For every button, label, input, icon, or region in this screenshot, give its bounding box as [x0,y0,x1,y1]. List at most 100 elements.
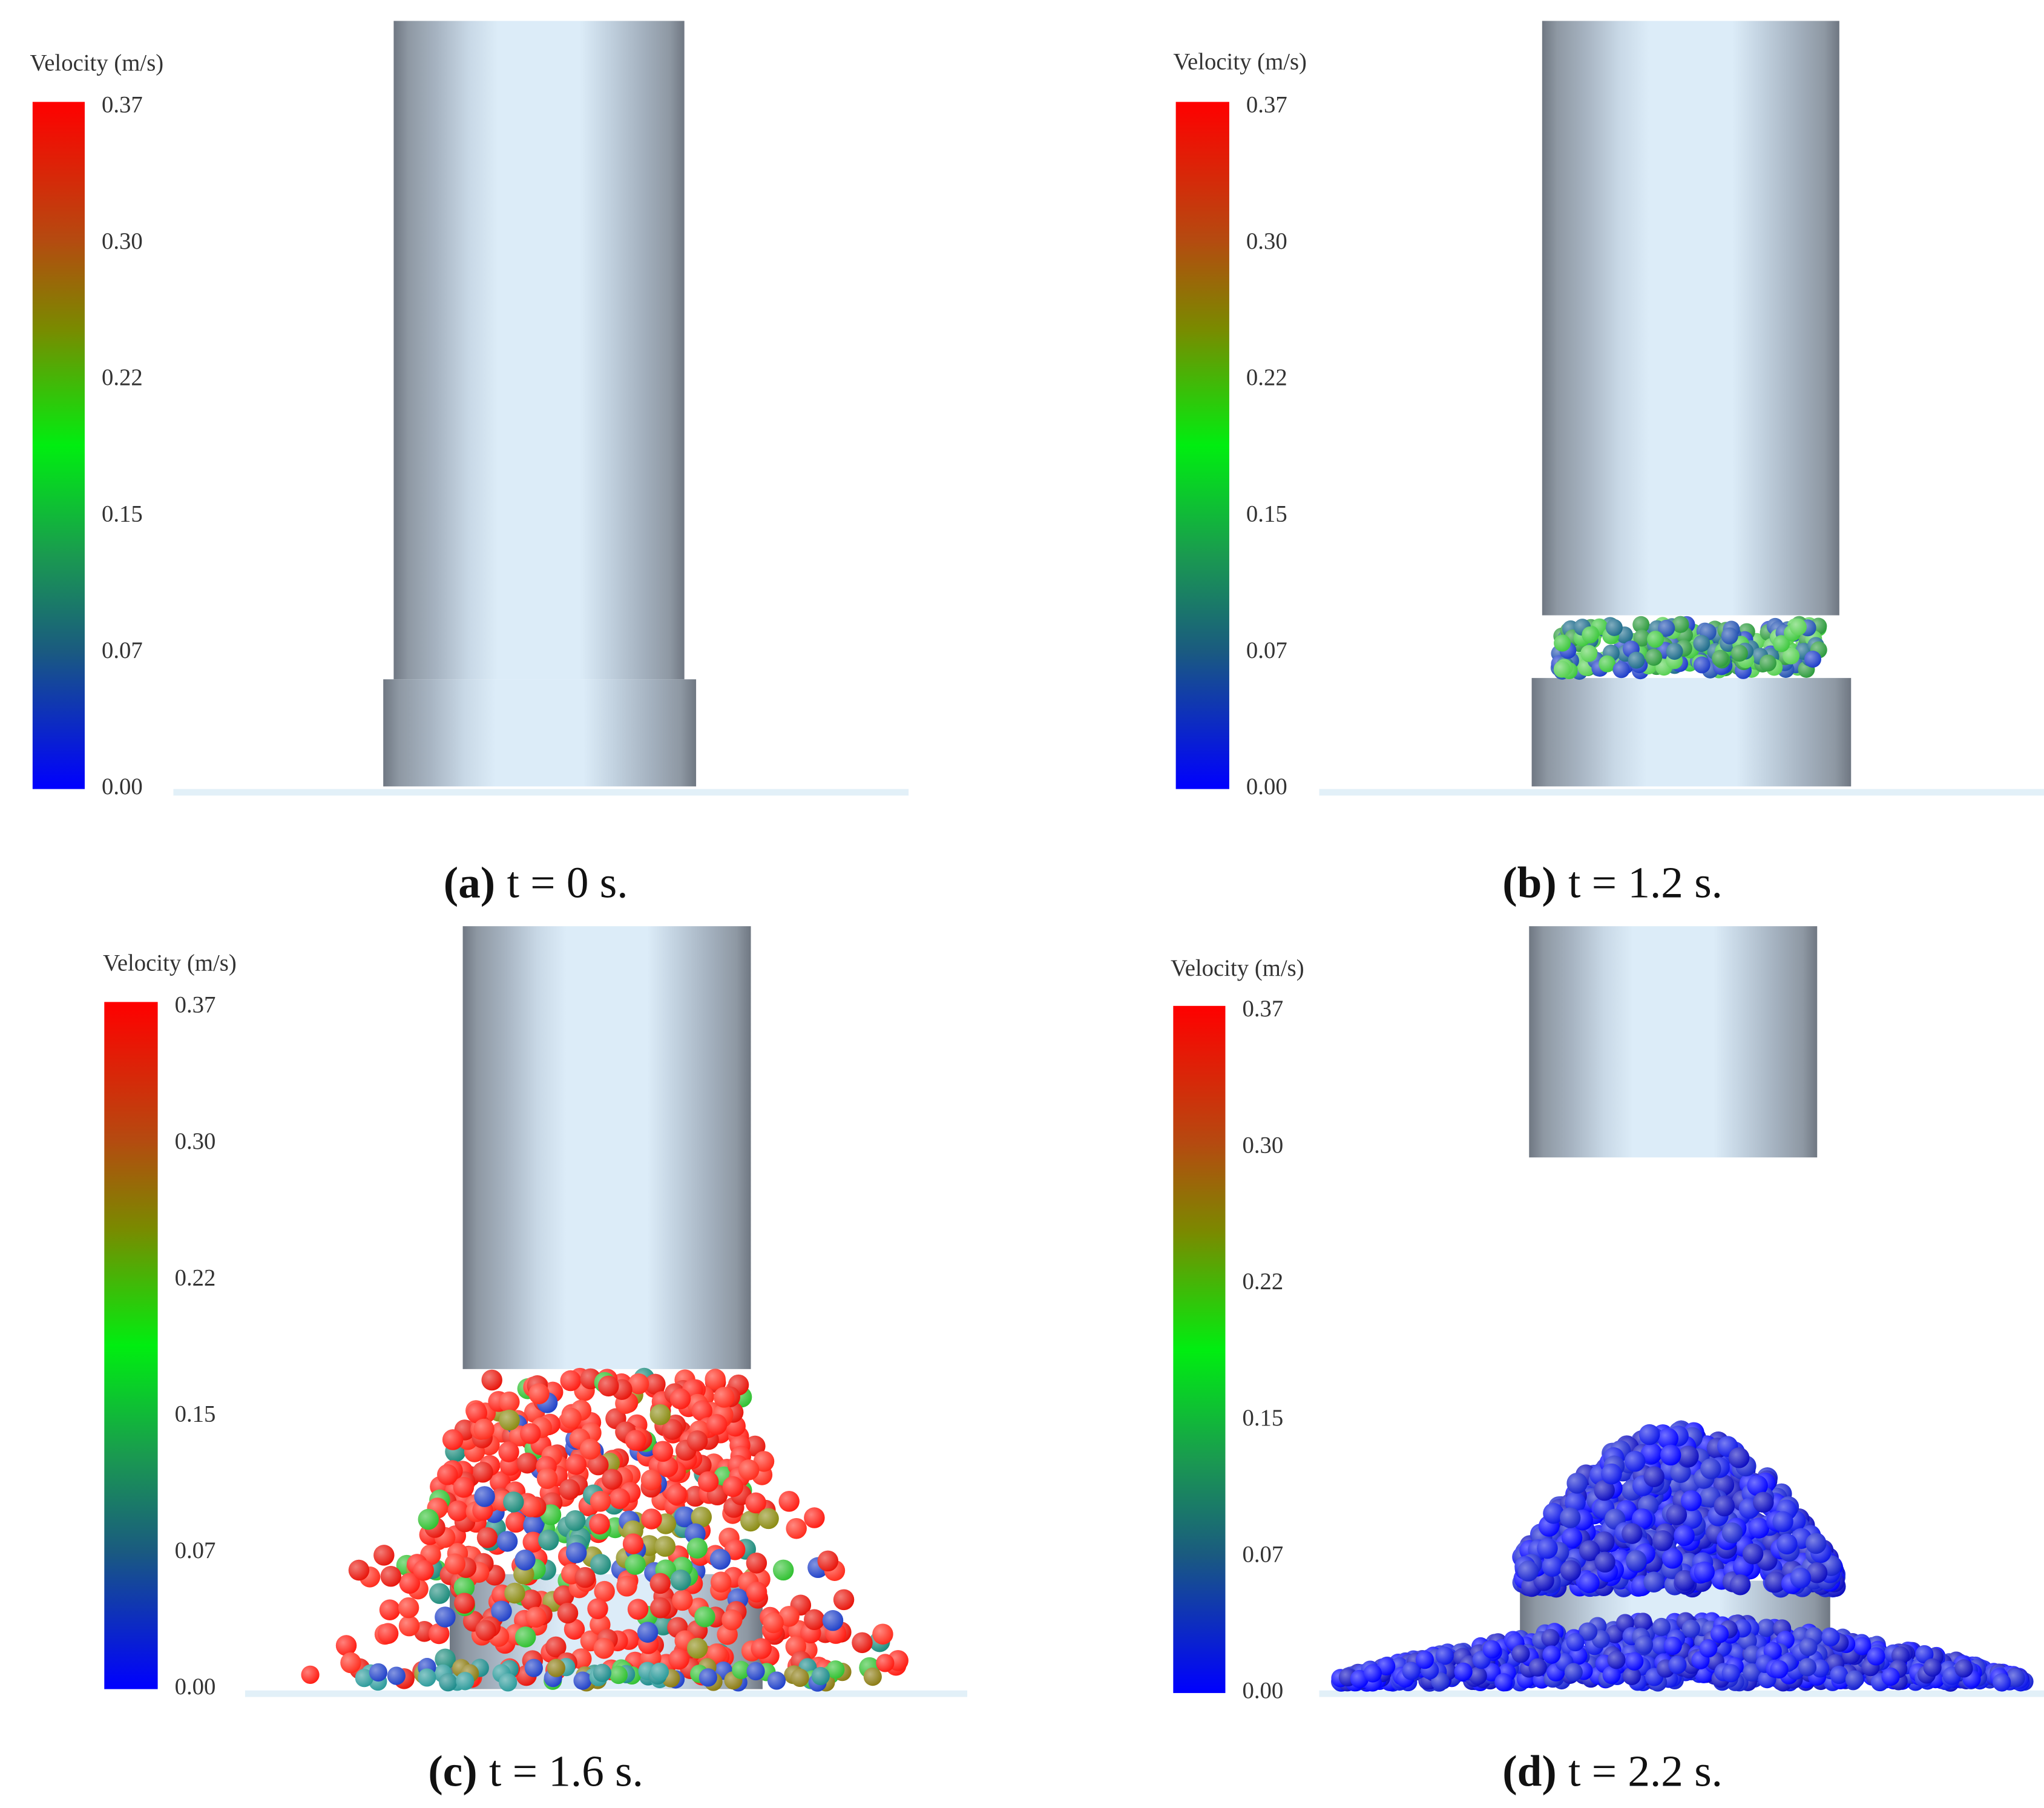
cylinder [383,679,697,787]
colorbar-tick-label: 0.00 [175,1674,216,1700]
particle-shine [1612,661,1630,679]
particle-shine [1652,1617,1671,1637]
particle-shine [456,1672,475,1691]
particle-shine [652,1441,674,1462]
particle-shine [474,1486,495,1507]
particle-shine [772,1559,794,1581]
legend-title: Velocity (m/s) [1171,955,1304,981]
particle-shine [1729,1574,1751,1596]
particle-shine [1663,1636,1682,1655]
particle-shine [1783,647,1800,665]
particle-shine [804,1507,825,1528]
particle-shine [833,1589,855,1611]
particle-shine [662,1419,683,1440]
particle-shine [751,1638,772,1659]
particle-shine [574,1566,596,1588]
particle-shine [521,1589,542,1611]
particle-shine [1773,635,1790,653]
cylinder [1531,678,1852,787]
particle-shine [786,1517,807,1539]
particle-shine [1542,1556,1563,1577]
particle-shine [674,1506,695,1528]
cylinder [1529,926,1818,1158]
particle-shine [1482,1640,1501,1659]
particle-shine [641,1508,662,1530]
particle-shine [1993,1673,2011,1692]
particle-shine [1721,1664,1740,1683]
particle-shine [1674,1525,1695,1547]
particle-shine [377,1623,399,1644]
particle-shine [625,1430,646,1451]
particle-shine [649,1404,671,1425]
particle-shine [490,1471,511,1493]
particle-shine [686,1430,708,1451]
colorbar-tick-label: 0.22 [1246,364,1287,390]
particle-shine [559,1479,580,1501]
colorbar-tick-label: 0.30 [1242,1132,1283,1158]
particle-shine [453,1577,475,1598]
panel: Velocity (m/s)0.370.300.220.150.070.00(a… [30,21,909,907]
particle-shine [1821,1628,1840,1647]
particle-shine [826,1660,845,1679]
floor [1319,1690,2044,1697]
caption-label: (b) [1502,858,1556,907]
particle-shine [1678,1445,1699,1467]
particle-shine [1881,1667,1900,1686]
particle-shine [1712,649,1729,667]
particle-shine [1647,631,1664,648]
particle-shine [1753,1491,1774,1513]
particle-shine [691,1400,713,1422]
particle-shine [1770,1660,1789,1679]
colorbar-tick-label: 0.07 [102,637,143,663]
particle-shine [666,1484,687,1505]
particle-shine [698,1668,717,1687]
particle-shine [516,1452,538,1474]
particle-shine [1845,1670,1864,1689]
particle-shine [1542,1645,1561,1664]
particle-shine [594,1580,615,1602]
particle-shine [746,1581,767,1603]
particle-shine [504,1582,525,1604]
particle-shine [1634,1635,1654,1654]
particle-shine [379,1599,401,1620]
cylinder [393,21,685,680]
colorbar-tick-label: 0.30 [1246,228,1287,254]
caption: (c) t = 1.6 s. [428,1746,643,1795]
particle-shine [1633,630,1651,647]
legend-title: Velocity (m/s) [30,50,164,76]
particle-shine [1714,1495,1735,1517]
particle-shine [1632,616,1650,633]
particle-shine [528,1383,550,1404]
particle-shine [670,1570,691,1591]
particle-shine [1622,1523,1643,1544]
particle-shine [1645,648,1663,666]
particle-shine [523,1514,544,1536]
particle-shine [1517,1560,1539,1582]
caption-text: t = 1.2 s. [1568,858,1723,907]
particle-shine [609,1488,631,1510]
colorbar-tick-label: 0.37 [102,92,143,118]
particle-shine [447,1500,468,1522]
particle-shine [863,1667,882,1686]
particle-shine [514,1626,536,1648]
particle-shine [1672,616,1689,633]
particle-shine [767,1671,786,1690]
colorbar [32,102,85,789]
particle-shine [668,1648,689,1670]
particle-shine [373,1545,395,1566]
particle-shine [472,1461,493,1483]
particle-shine [545,1636,567,1658]
particle-shine [1772,1511,1793,1533]
particle-shine [1605,619,1623,636]
particle-shine [1435,1646,1454,1665]
floor [173,789,909,796]
particle-shine [876,1654,895,1672]
particle-shine [778,1606,800,1627]
particle-shine [514,1550,536,1571]
particle-shine [1742,1543,1764,1565]
particle-shine [1643,1571,1664,1593]
particle-shine [1757,1619,1776,1637]
colorbar-tick-label: 0.15 [1242,1405,1283,1431]
particle-shine [1599,655,1616,672]
particle-shine [1790,1567,1812,1589]
